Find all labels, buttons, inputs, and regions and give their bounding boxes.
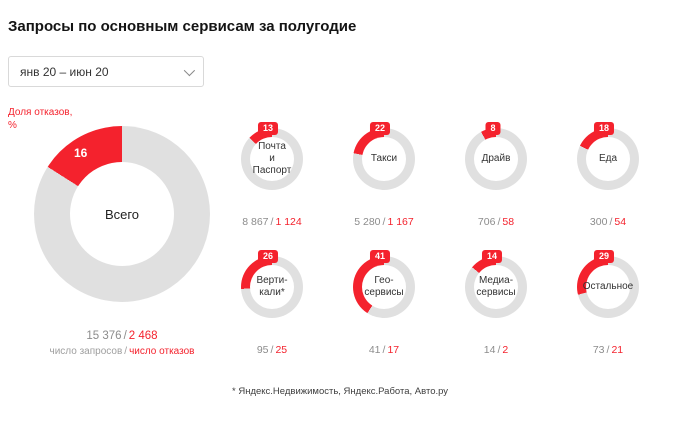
service-stats: 41/17 (369, 344, 399, 356)
total-stats-values: 15 376/2 468 (14, 330, 230, 342)
service-donut-card: 18 Еда 300/54 (552, 122, 664, 228)
service-percent-badge: 8 (485, 122, 501, 135)
service-donut: 8 Драйв (465, 122, 527, 190)
service-stats: 73/21 (593, 344, 623, 356)
service-percent-badge: 29 (593, 250, 615, 263)
total-failures: 2 468 (128, 330, 158, 342)
separator: / (270, 216, 274, 228)
period-select[interactable]: янв 20 – июн 20 (8, 56, 204, 87)
services-grid: 13 Почта и Паспорт 8 867/1 124 22 Такси … (216, 122, 682, 356)
service-label: Еда (586, 137, 630, 181)
service-donut-card: 29 Остальное 73/21 (552, 250, 664, 356)
separator: / (124, 346, 128, 357)
failures-caption: число отказов (129, 346, 195, 357)
page-title: Запросы по основным сервисам за полугоди… (8, 18, 357, 35)
service-requests: 8 867 (242, 216, 269, 228)
service-stats: 95/25 (257, 344, 287, 356)
service-label: Верти- кали* (250, 265, 294, 309)
service-stats: 5 280/1 167 (354, 216, 413, 228)
unit-label: Доля отказов, % (8, 107, 73, 131)
service-requests: 41 (368, 344, 381, 356)
service-failures: 17 (387, 344, 400, 356)
service-label: Остальное (583, 265, 633, 309)
service-stats: 300/54 (590, 216, 626, 228)
service-requests: 300 (589, 216, 608, 228)
requests-caption: число запросов (49, 346, 123, 357)
service-requests: 95 (256, 344, 269, 356)
service-donut-card: 13 Почта и Паспорт 8 867/1 124 (216, 122, 328, 228)
service-requests: 14 (483, 344, 496, 356)
service-failures: 21 (611, 344, 624, 356)
chevron-down-icon (183, 64, 196, 76)
service-label: Драйв (474, 137, 518, 181)
service-donut: 26 Верти- кали* (241, 250, 303, 318)
service-stats: 706/58 (478, 216, 514, 228)
service-failures: 1 124 (275, 216, 302, 228)
service-donut: 22 Такси (353, 122, 415, 190)
service-donut: 41 Гео- сервисы (353, 250, 415, 318)
service-percent-badge: 41 (369, 250, 391, 263)
service-donut: 18 Еда (577, 122, 639, 190)
service-failures: 54 (614, 216, 627, 228)
service-stats: 14/2 (484, 344, 508, 356)
period-select-value: янв 20 – июн 20 (20, 64, 109, 79)
service-label: Медиа- сервисы (474, 265, 518, 309)
total-stats-caption: число запросов / число отказов (14, 346, 230, 357)
service-label: Гео- сервисы (362, 265, 406, 309)
total-stats: 15 376/2 468 число запросов / число отказо… (14, 330, 230, 357)
service-requests: 73 (592, 344, 605, 356)
separator: / (123, 330, 127, 342)
service-percent-badge: 22 (369, 122, 391, 135)
service-donut: 14 Медиа- сервисы (465, 250, 527, 318)
total-percent-label: 16 (74, 146, 88, 160)
service-failures: 2 (502, 344, 509, 356)
separator: / (382, 216, 386, 228)
service-donut: 29 Остальное (577, 250, 639, 318)
service-requests: 706 (477, 216, 496, 228)
service-percent-badge: 26 (257, 250, 279, 263)
service-label: Почта и Паспорт (250, 137, 294, 181)
service-failures: 25 (275, 344, 288, 356)
total-requests: 15 376 (86, 330, 122, 342)
separator: / (497, 344, 501, 356)
separator: / (606, 344, 610, 356)
service-percent-badge: 13 (257, 122, 279, 135)
service-percent-badge: 18 (593, 122, 615, 135)
separator: / (382, 344, 386, 356)
separator: / (609, 216, 613, 228)
service-donut-card: 8 Драйв 706/58 (440, 122, 552, 228)
service-donut-card: 14 Медиа- сервисы 14/2 (440, 250, 552, 356)
service-label: Такси (362, 137, 406, 181)
service-failures: 1 167 (387, 216, 414, 228)
service-requests: 5 280 (354, 216, 381, 228)
service-stats: 8 867/1 124 (242, 216, 301, 228)
separator: / (497, 216, 501, 228)
service-failures: 58 (502, 216, 515, 228)
service-percent-badge: 14 (481, 250, 503, 263)
total-donut-label: Всего (70, 162, 174, 266)
separator: / (270, 344, 274, 356)
total-donut: 16 Всего (34, 126, 210, 302)
service-donut: 13 Почта и Паспорт (241, 122, 303, 190)
service-donut-card: 41 Гео- сервисы 41/17 (328, 250, 440, 356)
service-donut-card: 22 Такси 5 280/1 167 (328, 122, 440, 228)
footnote: * Яндекс.Недвижимость, Яндекс.Работа, Ав… (232, 386, 449, 397)
service-donut-card: 26 Верти- кали* 95/25 (216, 250, 328, 356)
